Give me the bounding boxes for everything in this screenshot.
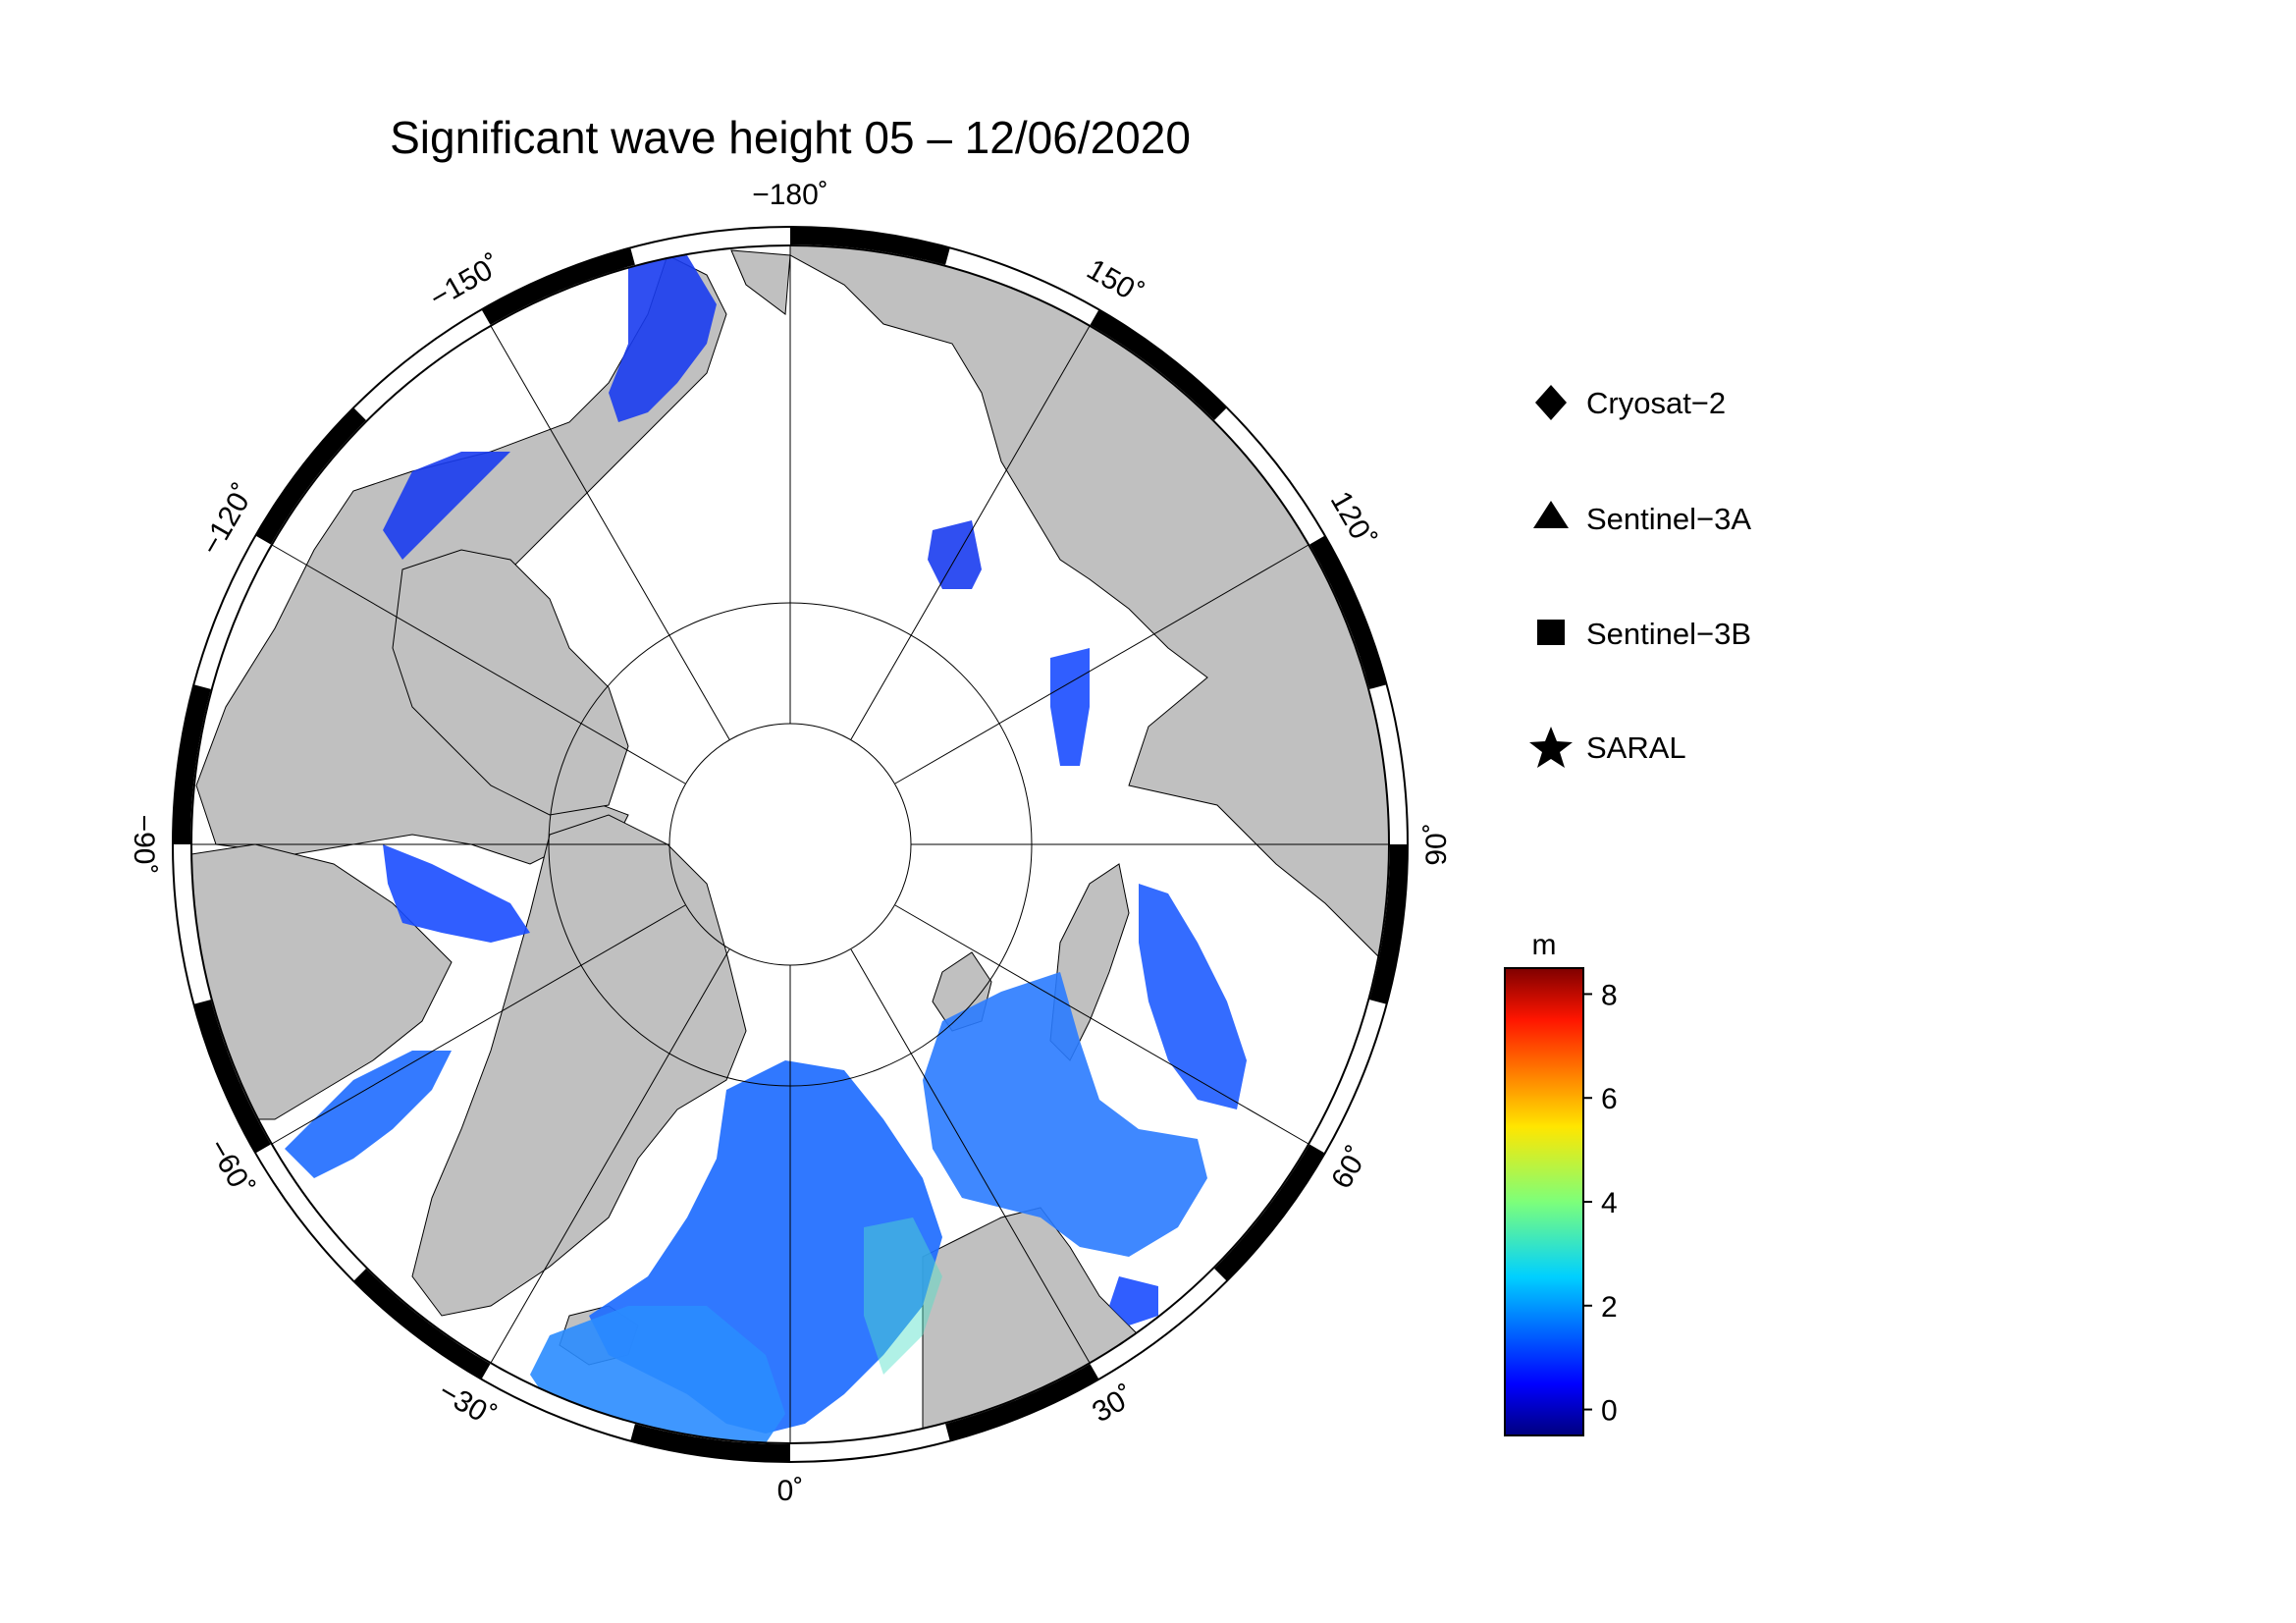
obs-kara-sea xyxy=(1139,884,1247,1109)
graticule xyxy=(191,245,1389,1443)
obs-laptev xyxy=(928,520,982,589)
polar-map: −180˚150˚120˚90˚60˚30˚0˚−30˚−60˚−90˚−120… xyxy=(128,179,1453,1507)
colorbar-tick-label: 0 xyxy=(1601,1395,1618,1428)
wave-observations xyxy=(285,255,1247,1443)
satellite-legend: Cryosat−2 Sentinel−3A Sentinel−3B SARAL xyxy=(1529,385,1751,768)
legend-item-sentinel-3a: Sentinel−3A xyxy=(1533,501,1751,536)
colorbar-ticks: 0 2 4 6 8 xyxy=(1583,979,1618,1428)
longitude-label: 30˚ xyxy=(1087,1380,1140,1429)
land-greenland xyxy=(411,814,747,1317)
map-frame xyxy=(172,226,1409,1463)
obs-barents-sea xyxy=(923,972,1207,1257)
legend-label: Sentinel−3A xyxy=(1586,502,1751,536)
obs-beaufort xyxy=(383,452,510,560)
obs-greenland-sea-band xyxy=(864,1217,942,1375)
star-icon xyxy=(1529,727,1573,768)
legend-label: Sentinel−3B xyxy=(1586,617,1751,651)
legend-item-cryosat: Cryosat−2 xyxy=(1535,385,1726,420)
colorbar: m 0 2 4 6 8 xyxy=(1504,929,1618,1436)
longitude-label: −120˚ xyxy=(194,478,260,561)
colorbar-gradient xyxy=(1504,967,1584,1436)
longitude-label: −90˚ xyxy=(128,815,160,875)
colorbar-tick-label: 6 xyxy=(1601,1083,1618,1115)
obs-baffin xyxy=(383,844,530,943)
longitude-label: 90˚ xyxy=(1420,823,1453,865)
colorbar-tick-label: 8 xyxy=(1601,979,1618,1011)
colorbar-unit: m xyxy=(1532,929,1557,961)
obs-north-atlantic xyxy=(530,1306,785,1443)
legend-label: SARAL xyxy=(1586,730,1686,765)
diamond-icon xyxy=(1535,385,1567,420)
longitude-label: 60˚ xyxy=(1325,1141,1374,1194)
map-title: Significant wave height 05 – 12/06/2020 xyxy=(390,112,1191,163)
longitude-label: 120˚ xyxy=(1324,486,1382,554)
triangle-icon xyxy=(1533,501,1569,528)
colorbar-tick-label: 2 xyxy=(1601,1291,1618,1324)
obs-labrador-sea xyxy=(285,1051,452,1178)
legend-item-saral: SARAL xyxy=(1529,727,1686,768)
square-icon xyxy=(1537,620,1565,645)
obs-white-sea xyxy=(1109,1276,1158,1325)
legend-item-sentinel-3b: Sentinel−3B xyxy=(1537,617,1751,651)
longitude-label: 0˚ xyxy=(777,1475,804,1507)
obs-bering xyxy=(609,255,717,422)
legend-label: Cryosat−2 xyxy=(1586,386,1726,420)
longitude-label: 150˚ xyxy=(1082,253,1149,311)
land-chukotka xyxy=(730,249,791,315)
longitude-label: −180˚ xyxy=(752,179,828,211)
colorbar-tick-label: 4 xyxy=(1601,1187,1618,1219)
